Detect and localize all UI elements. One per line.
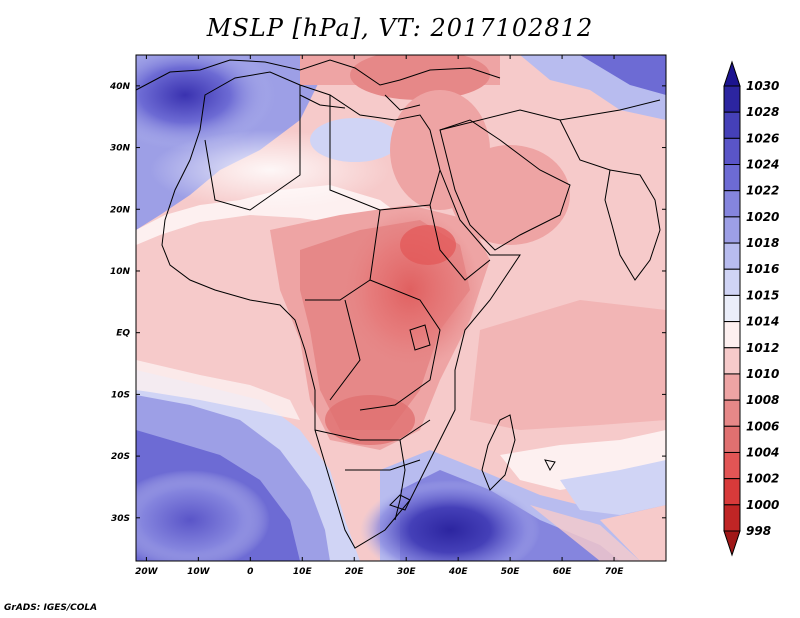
y-tick-label: 20S [111, 452, 130, 462]
colorbar-segment [723, 451, 741, 480]
colorbar-label: 1010 [746, 367, 779, 381]
grads-credit: GrADS: IGES/COLA [4, 603, 98, 613]
colorbar-max-triangle [723, 60, 741, 87]
pressure-field [136, 55, 666, 561]
x-tick-label: 20W [135, 567, 159, 577]
y-tick-label: 30N [110, 144, 131, 154]
colorbar-segment [723, 373, 741, 401]
colorbar-segment [723, 478, 741, 506]
plot-frame [135, 54, 667, 562]
colorbar-segment [723, 111, 741, 139]
colorbar: 998 1000 1002 1004 1006 1008 1010 1012 1014 1015 1… [723, 60, 779, 557]
colorbar-segment [723, 190, 741, 218]
x-tick-label: 10E [293, 567, 313, 577]
x-tick-label: 0 [247, 567, 253, 577]
colorbar-segment [723, 137, 741, 166]
y-tick-label: 10N [110, 267, 131, 277]
colorbar-label: 1024 [746, 158, 779, 172]
x-tick-label: 10W [187, 567, 211, 577]
colorbar-segment [723, 164, 741, 192]
x-tick-label: 20E [345, 567, 365, 577]
colorbar-label: 1022 [746, 184, 779, 198]
x-tick-label: 50E [501, 567, 521, 577]
colorbar-segment [723, 268, 741, 296]
y-tick-label: 40N [109, 82, 131, 92]
colorbar-label: 1020 [746, 210, 779, 224]
colorbar-label: 1008 [746, 393, 779, 407]
colorbar-segment [723, 399, 741, 427]
colorbar-label: 1000 [746, 498, 779, 512]
colorbar-label: 998 [746, 524, 771, 538]
colorbar-label: 1012 [746, 341, 779, 355]
colorbar-label: 1018 [746, 236, 779, 250]
colorbar-segment [723, 321, 741, 349]
colorbar-segment [723, 242, 741, 270]
colorbar-label: 1028 [746, 105, 779, 119]
colorbar-segment [723, 425, 741, 453]
chart-title: MSLP [hPa], VT: 2017102812 [206, 14, 594, 42]
colorbar-segment [723, 504, 741, 532]
colorbar-label: 1016 [746, 262, 779, 276]
x-tick-label: 70E [605, 567, 625, 577]
colorbar-min-triangle [723, 530, 741, 557]
y-tick-label: 30S [111, 514, 130, 524]
y-tick-label: 20N [110, 205, 131, 215]
axis-ticks [136, 55, 666, 561]
y-tick-label: 10S [111, 390, 130, 400]
axis-labels: 20W 10W 0 10E 20E 30E 40E 50E 60E 70E 40N 30N 20N 10N… [109, 82, 624, 577]
colorbar-segment [723, 347, 741, 375]
colorbar-label: 1014 [746, 315, 779, 329]
colorbar-segment [723, 85, 741, 113]
x-tick-label: 30E [397, 567, 417, 577]
colorbar-label: 1015 [746, 288, 779, 302]
colorbar-segment [723, 294, 741, 323]
x-tick-label: 60E [553, 567, 573, 577]
colorbar-label: 1026 [746, 131, 779, 145]
colorbar-segment [723, 216, 741, 244]
colorbar-label: 1030 [746, 79, 779, 93]
colorbar-label: 1004 [746, 445, 779, 459]
coastlines [136, 59, 661, 549]
x-tick-label: 40E [448, 567, 469, 577]
y-tick-label: EQ [116, 329, 130, 339]
colorbar-label: 1006 [746, 419, 779, 433]
colorbar-label: 1002 [746, 472, 779, 486]
